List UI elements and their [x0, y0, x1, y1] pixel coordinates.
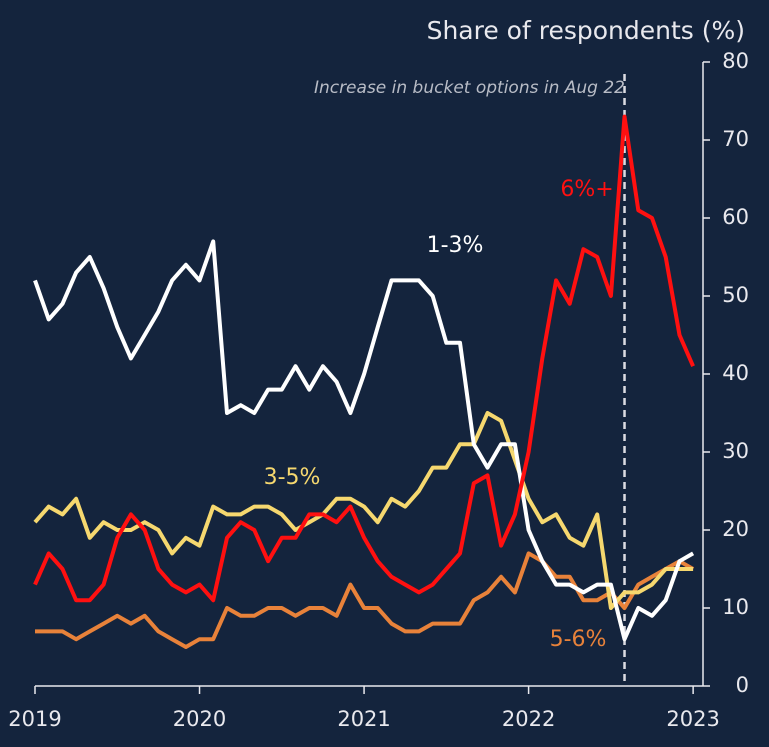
- y-axis-title: Share of respondents (%): [427, 16, 745, 45]
- series-label: 6%+: [560, 177, 613, 202]
- annotation: Increase in bucket options in Aug 22: [314, 78, 625, 98]
- y-tick-label: 0: [736, 673, 749, 697]
- series-label: 5-6%: [550, 627, 607, 652]
- x-tick-label: 2023: [666, 707, 719, 731]
- y-tick-label: 50: [722, 283, 749, 307]
- y-tick-label: 20: [722, 517, 749, 541]
- y-tick-label: 10: [722, 595, 749, 619]
- series-label: 3-5%: [264, 465, 321, 490]
- y-tick-label: 60: [722, 205, 749, 229]
- x-tick-label: 2022: [502, 707, 555, 731]
- y-tick-label: 30: [722, 439, 749, 463]
- y-tick-label: 70: [722, 127, 749, 151]
- y-tick-label: 80: [722, 49, 749, 73]
- series-label: 1-3%: [427, 233, 484, 258]
- x-tick-label: 2020: [173, 707, 226, 731]
- series-line: [33, 239, 695, 642]
- series-line: [35, 551, 695, 649]
- y-tick-label: 40: [722, 361, 749, 385]
- x-tick-label: 2021: [337, 707, 390, 731]
- series-line: [33, 411, 694, 610]
- x-tick-label: 2019: [8, 707, 61, 731]
- series-line: [33, 114, 695, 603]
